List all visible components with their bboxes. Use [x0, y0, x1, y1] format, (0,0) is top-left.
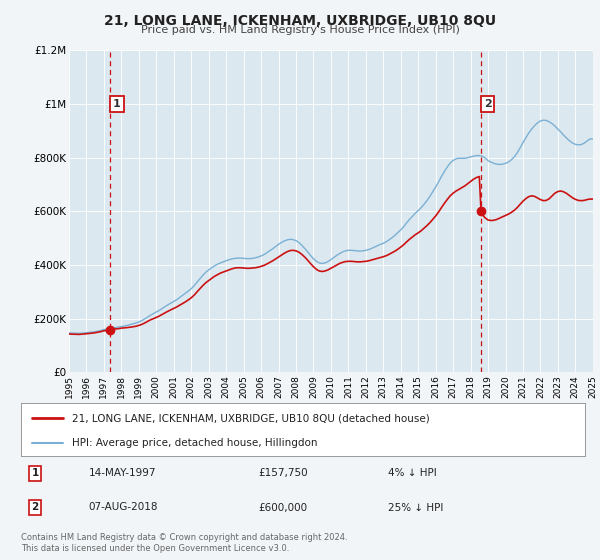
Text: 21, LONG LANE, ICKENHAM, UXBRIDGE, UB10 8QU: 21, LONG LANE, ICKENHAM, UXBRIDGE, UB10 … [104, 14, 496, 28]
Text: 21, LONG LANE, ICKENHAM, UXBRIDGE, UB10 8QU (detached house): 21, LONG LANE, ICKENHAM, UXBRIDGE, UB10 … [72, 413, 430, 423]
Text: 2: 2 [31, 502, 39, 512]
Text: 4% ↓ HPI: 4% ↓ HPI [388, 468, 436, 478]
Text: 07-AUG-2018: 07-AUG-2018 [89, 502, 158, 512]
Text: 1: 1 [31, 468, 39, 478]
Text: £600,000: £600,000 [258, 502, 307, 512]
Text: HPI: Average price, detached house, Hillingdon: HPI: Average price, detached house, Hill… [72, 438, 317, 448]
Text: 1: 1 [113, 99, 121, 109]
Text: Contains HM Land Registry data © Crown copyright and database right 2024.
This d: Contains HM Land Registry data © Crown c… [21, 533, 347, 553]
Text: 25% ↓ HPI: 25% ↓ HPI [388, 502, 443, 512]
Text: £157,750: £157,750 [258, 468, 308, 478]
Text: 14-MAY-1997: 14-MAY-1997 [89, 468, 156, 478]
Text: 2: 2 [484, 99, 491, 109]
Text: Price paid vs. HM Land Registry's House Price Index (HPI): Price paid vs. HM Land Registry's House … [140, 25, 460, 35]
